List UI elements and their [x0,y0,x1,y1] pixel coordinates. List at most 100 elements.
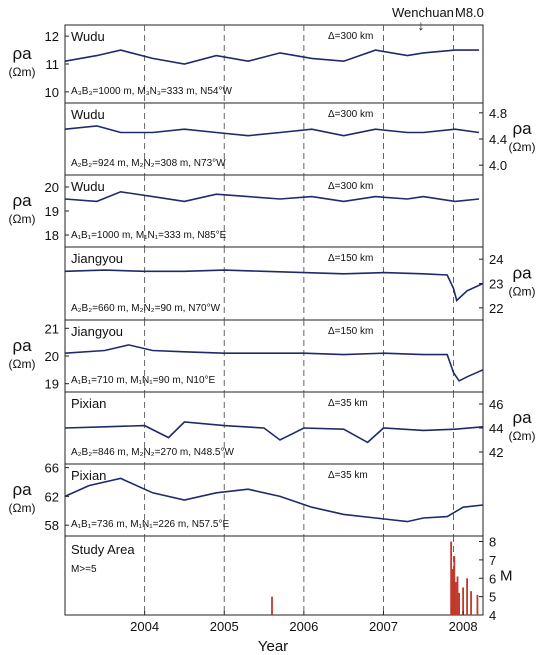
data-line [64,125,480,137]
data-line [64,477,484,523]
panel-1: 12 11 10 ρa (Ωm) Wudu A₃B₃=1000 m, M₃N₃=333 m,… [9,24,484,104]
y-tick-label: 22 [489,301,503,316]
y-axis-label: ρa [12,336,32,355]
electrode-config: A₁B₁=1000 m, M₁N₁=333 m, N85°E [71,230,227,241]
y-tick-label: 6 [489,571,496,586]
x-axis: 2004 2005 2006 2007 2008 [130,611,478,634]
station-label: Jiangyou [71,251,123,266]
x-axis-label: Year [258,638,288,655]
y-tick-label: 4.4 [489,132,507,147]
y-tick-label: 19 [45,377,59,392]
data-line [64,190,480,203]
electrode-config: A₃B₃=1000 m, M₃N₃=333 m, N54°W [71,86,232,97]
distance-label: Δ=150 km [328,326,373,337]
electrode-config: A₂B₂=660 m, M₂N₂=90 m, N70°W [71,303,221,314]
station-label: Pixian [71,468,106,483]
y-tick-label: 62 [45,489,59,504]
data-line [64,421,484,444]
x-tick-label: 2008 [449,619,478,634]
y-axis-unit: (Ωm) [509,140,536,154]
x-tick-label: 2007 [369,619,398,634]
event-label: Wenchuan [392,5,454,20]
panels: 12 11 10 ρa (Ωm) Wudu A₃B₃=1000 m, M₃N₃=333 m,… [9,24,536,623]
panel-8: 8 7 6 5 4 M Study Area M>=5 [64,535,513,623]
magnitude-bar [466,578,468,615]
station-label: Wudu [71,29,105,44]
y-tick-label: 11 [46,57,60,72]
data-line [64,49,479,65]
y-axis-label: M [500,568,513,585]
magnitude-bar [456,576,459,615]
magnitude-bar [453,556,456,615]
distance-label: Δ=35 km [328,398,368,409]
data-line [64,269,484,302]
y-axis-label: ρa [12,480,32,499]
y-tick-label: 23 [489,277,503,292]
y-tick-label: 4.0 [489,158,507,173]
y-axis-unit: (Ωm) [509,429,536,443]
distance-label: Δ=35 km [328,470,368,481]
panel-frame [64,535,484,616]
electrode-config: A₂B₂=846 m, M₂N₂=270 m, N48.5°W [71,447,234,458]
station-label: Wudu [71,179,105,194]
x-tick-label: 2004 [130,619,159,634]
distance-label: Δ=300 km [328,31,373,42]
panel-7: 66 62 58 ρa (Ωm) Pixian A₁B₁=736 m, M₁N₁=226 m… [9,461,484,537]
y-axis-label: ρa [12,44,32,63]
data-line [64,344,484,382]
y-tick-label: 44 [489,421,503,436]
magnitude-bar [451,569,454,615]
y-tick-label: 12 [45,29,59,44]
x-tick-label: 2005 [210,619,239,634]
station-label: Jiangyou [71,324,123,339]
electrode-config: A₂B₂=924 m, M₂N₂=308 m, N73°W [71,158,226,169]
panel-4: 24 23 22 ρa (Ωm) Jiangyou A₂B₂=660 m, M₂N₂=90 … [64,246,536,321]
y-tick-label: 5 [489,590,496,605]
magnitude-bar [462,587,464,615]
y-axis-unit: (Ωm) [9,212,36,226]
y-axis-unit: (Ωm) [509,285,536,299]
panel-3: 20 19 18 ρa (Ωm) Wudu A₁B₁=1000 m, M₁N₁=333 m,… [9,174,484,248]
magnitude-bar [458,592,461,615]
y-axis-unit: (Ωm) [9,65,36,79]
y-axis-label: ρa [512,264,532,283]
magnitude-bar [450,541,453,615]
magnitude-threshold: M>=5 [71,564,97,575]
y-tick-label: 46 [489,397,503,412]
event-magnitude: M8.0 [455,5,484,20]
y-axis-label: ρa [12,191,32,210]
panel-title: Study Area [71,542,135,557]
electrode-config: A₁B₁=710 m, M₁N₁=90 m, N10°E [71,375,216,386]
y-tick-label: 18 [45,228,59,243]
y-axis-label: ρa [512,408,532,427]
y-axis-unit: (Ωm) [9,501,36,515]
y-tick-label: 8 [489,535,496,550]
panel-2: 4.8 4.4 4.0 ρa (Ωm) Wudu A₂B₂=924 m, M₂N₂=308 … [64,102,536,176]
station-label: Pixian [71,396,106,411]
y-axis-label: ρa [512,119,532,138]
y-tick-label: 4 [489,608,496,623]
y-tick-label: 7 [489,553,496,568]
x-tick-label: 2006 [289,619,318,634]
station-label: Wudu [71,107,105,122]
distance-label: Δ=300 km [328,109,373,120]
y-tick-label: 21 [45,321,59,336]
electrode-config: A₁B₁=736 m, M₁N₁=226 m, N57.5°E [71,519,229,530]
y-tick-label: 10 [45,85,59,100]
y-tick-label: 42 [489,445,503,460]
y-tick-label: 66 [45,461,59,476]
y-tick-label: 20 [45,180,59,195]
panel-5: 21 20 19 ρa (Ωm) Jiangyou A₁B₁=710 m, M₁N₁=90 … [9,319,484,393]
y-tick-label: 24 [489,252,503,267]
y-tick-label: 19 [45,204,59,219]
distance-label: Δ=300 km [328,181,373,192]
y-axis-unit: (Ωm) [9,357,36,371]
magnitude-bar [271,596,273,615]
magnitude-bar [455,581,457,615]
distance-label: Δ=150 km [328,253,373,264]
magnitude-bar [470,591,472,615]
panel-6: 46 44 42 ρa (Ωm) Pixian A₂B₂=846 m, M₂N₂=270 m… [64,391,536,465]
magnitude-bar [476,594,479,615]
y-tick-label: 20 [45,349,59,364]
